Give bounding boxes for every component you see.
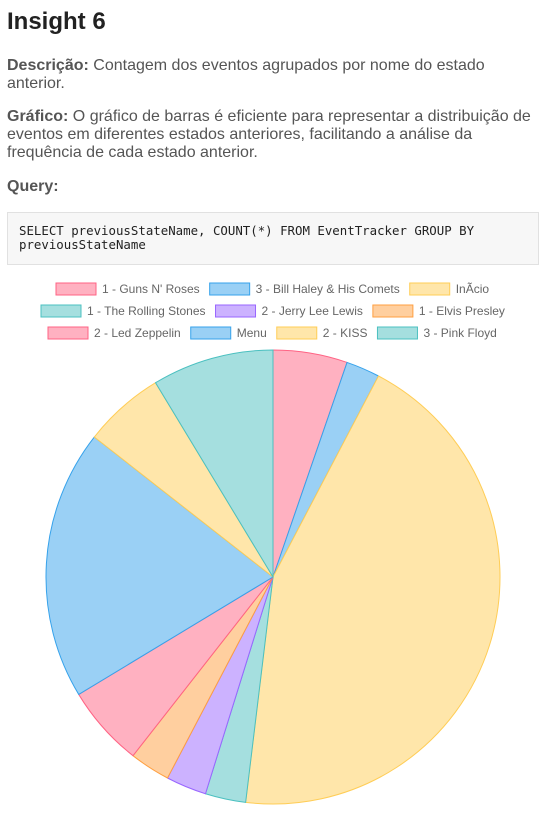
legend-label[interactable]: 1 - The Rolling Stones	[87, 304, 206, 318]
legend-swatch[interactable]	[209, 282, 251, 296]
legend-swatch[interactable]	[376, 326, 418, 340]
legend-swatch[interactable]	[40, 304, 82, 318]
chart-description-text: O gráfico de barras é eficiente para rep…	[7, 108, 531, 161]
chart-description-label: Gráfico:	[7, 108, 69, 125]
chart-description: Gráfico: O gráfico de barras é eficiente…	[7, 108, 539, 162]
legend-swatch[interactable]	[409, 282, 451, 296]
legend-label[interactable]: 2 - Led Zeppelin	[94, 326, 181, 340]
legend-label[interactable]: 3 - Pink Floyd	[423, 326, 496, 340]
query-code-block: SELECT previousStateName, COUNT(*) FROM …	[7, 212, 539, 265]
legend-label[interactable]: 2 - Jerry Lee Lewis	[262, 304, 363, 318]
legend-label[interactable]: 1 - Elvis Presley	[419, 304, 505, 318]
description-text: Contagem dos eventos agrupados por nome …	[7, 57, 485, 92]
legend-swatch[interactable]	[190, 326, 232, 340]
pie-slice[interactable]	[245, 375, 501, 805]
legend-label[interactable]: 3 - Bill Haley & His Comets	[256, 282, 400, 296]
pie-chart: 1 - Guns N' Roses 3 - Bill Haley & His Co…	[40, 282, 505, 805]
chart-legend: 1 - Guns N' Roses 3 - Bill Haley & His Co…	[40, 282, 505, 340]
legend-swatch[interactable]	[215, 304, 257, 318]
legend-label[interactable]: 1 - Guns N' Roses	[102, 282, 200, 296]
pie-slices	[45, 349, 501, 805]
page-title: Insight 6	[7, 8, 106, 35]
legend-swatch[interactable]	[372, 304, 414, 318]
pie-slice[interactable]	[154, 349, 274, 579]
legend-label[interactable]: Menu	[237, 326, 267, 340]
query-label: Query:	[7, 178, 59, 195]
legend-swatch[interactable]	[276, 326, 318, 340]
pie-slice[interactable]	[45, 436, 274, 696]
legend-label[interactable]: InÃcio	[456, 282, 490, 296]
description: Descrição: Contagem dos eventos agrupado…	[7, 57, 539, 93]
legend-label[interactable]: 2 - KISS	[323, 326, 368, 340]
description-label: Descrição:	[7, 57, 89, 74]
legend-swatch[interactable]	[55, 282, 97, 296]
legend-swatch[interactable]	[47, 326, 89, 340]
